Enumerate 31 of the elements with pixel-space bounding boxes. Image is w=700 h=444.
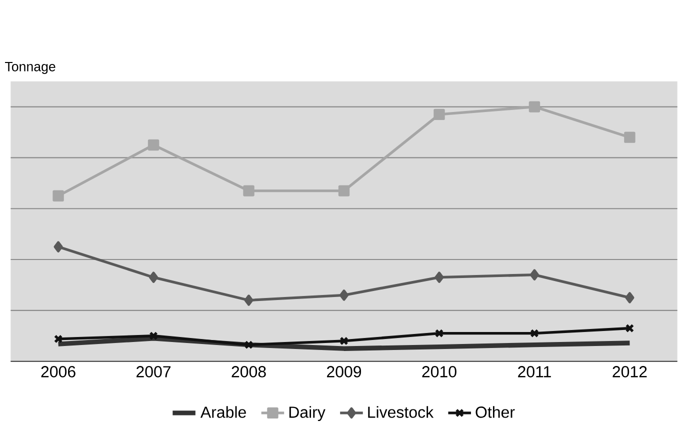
x-tick-label: 2010 [422,366,456,378]
point [434,272,444,283]
legend-label: Other [476,406,515,418]
x-tick-label: 2008 [232,366,266,378]
x-tick-label: 2011 [518,366,551,378]
point [338,185,350,196]
x-tick-label: 2012 [612,366,647,378]
point [54,241,63,252]
y-axis-title: Tonnage [5,62,56,74]
point [624,132,636,143]
point [625,292,634,304]
point [530,269,540,280]
legend-label: Arable [200,406,246,418]
point [339,290,349,301]
x-tick-label: 2007 [136,366,171,378]
point [148,272,158,283]
point [149,332,158,340]
point [243,185,254,196]
x-tick-label: 2006 [41,366,76,378]
point [340,336,348,346]
point [52,190,64,202]
point [434,108,445,120]
point [148,139,160,151]
legend-label: Dairy [289,406,326,422]
x-tick-label: 2009 [327,366,362,378]
point [530,328,539,338]
legend-label: Livestock [368,406,434,418]
point [528,101,540,112]
point [244,340,254,350]
point [244,294,254,306]
point [434,328,444,338]
